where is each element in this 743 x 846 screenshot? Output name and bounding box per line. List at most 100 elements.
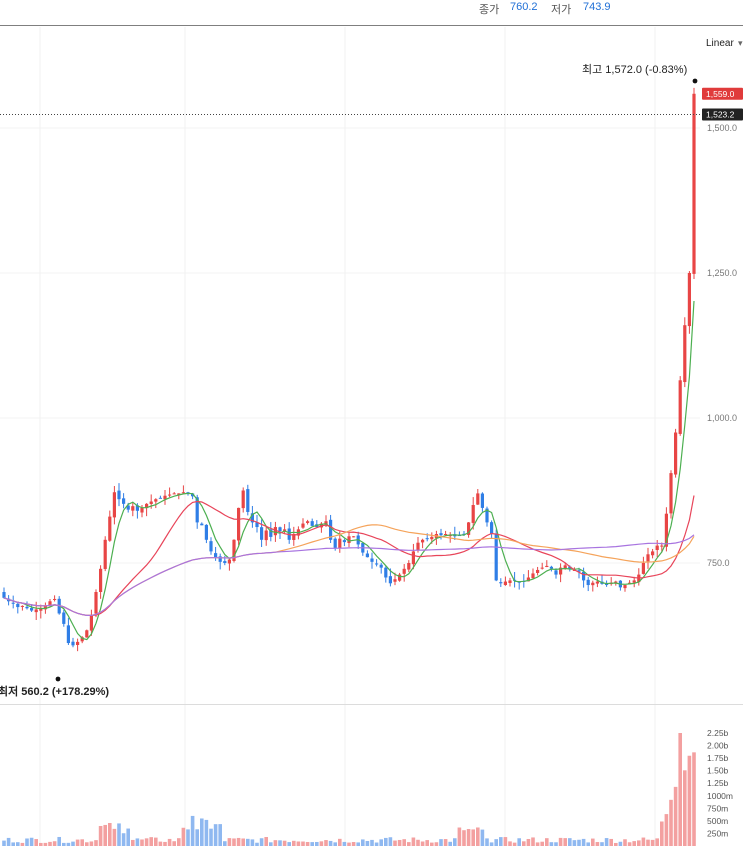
candle-body <box>411 551 415 565</box>
volume-bar <box>66 842 71 846</box>
candle-body <box>508 580 512 583</box>
volume-bar <box>177 838 181 846</box>
volume-axis-tick-label: 1.50b <box>707 766 729 776</box>
volume-pane-divider <box>0 704 743 705</box>
candle-body <box>25 606 29 609</box>
price-chart[interactable]: 1,500.0 1,250.0 1,000.0 750.0 1,559.0 1,523.2… <box>0 27 743 846</box>
candle-body <box>651 551 655 556</box>
volume-bar <box>85 842 89 846</box>
candle-body <box>577 570 581 572</box>
volume-bar <box>411 837 416 846</box>
candle-body <box>347 536 351 543</box>
candle-body <box>526 577 530 582</box>
volume-bar <box>416 839 420 846</box>
candle-body <box>126 505 130 510</box>
volume-axis-tick-label: 1.25b <box>707 778 729 788</box>
candle-body <box>85 630 89 638</box>
volume-bar <box>503 837 508 846</box>
volume-bar <box>57 836 61 846</box>
candle-body <box>388 576 392 584</box>
volume-bar <box>535 842 540 846</box>
volume-axis-tick-label: 1.75b <box>707 753 729 763</box>
volume-bar <box>664 814 669 846</box>
volume-bar <box>287 842 291 846</box>
volume-bar <box>319 841 324 846</box>
volume-bar <box>112 828 117 846</box>
volume-bar <box>126 828 130 846</box>
candle-body <box>338 538 342 549</box>
volume-bar <box>135 838 140 846</box>
candle-body <box>641 563 645 574</box>
volume-group <box>2 733 696 846</box>
volume-bar <box>568 838 572 846</box>
volume-bar <box>462 830 466 846</box>
volume-bar <box>342 841 347 846</box>
volume-bar <box>16 842 20 846</box>
close-price-value: 760.2 <box>510 1 538 13</box>
candle-body <box>278 527 282 532</box>
candle-body <box>241 490 245 509</box>
volume-bar <box>292 840 296 846</box>
volume-bar <box>485 838 489 846</box>
candle-body <box>485 508 489 523</box>
volume-bar <box>213 824 218 846</box>
candle-body <box>402 568 406 574</box>
candle-body <box>66 625 70 644</box>
low-price-label: 저가 <box>551 4 572 16</box>
candle-body <box>660 545 664 547</box>
volume-bar <box>80 839 84 846</box>
volume-bar <box>29 837 34 846</box>
volume-bar <box>476 827 480 846</box>
crosshair-price-value: 1,523.2 <box>706 110 735 120</box>
candle-body <box>545 565 549 568</box>
high-annotation: 최고 1,572.0 (-0.83%) <box>582 63 687 76</box>
volume-bar <box>328 840 333 846</box>
candle-body <box>490 522 494 534</box>
volume-bar <box>572 840 577 846</box>
volume-bar <box>434 842 439 846</box>
candle-body <box>333 538 337 548</box>
volume-bar <box>356 842 360 846</box>
candle-body <box>140 507 144 513</box>
volume-bar <box>627 842 632 846</box>
volume-bar <box>131 839 135 846</box>
chevron-down-icon[interactable]: ▾ <box>738 38 743 48</box>
candle-body <box>168 494 172 496</box>
candle-body <box>103 539 107 569</box>
volume-bar <box>144 838 149 846</box>
low-price-value: 743.9 <box>583 1 611 13</box>
volume-bar <box>554 842 558 846</box>
volume-bar <box>660 821 664 846</box>
volume-bar <box>250 839 255 846</box>
candle-body <box>283 529 287 531</box>
volume-bar <box>190 815 195 846</box>
candle-body <box>554 570 558 575</box>
candle-body <box>2 592 6 598</box>
candle-body <box>94 592 98 614</box>
volume-bar <box>531 837 535 846</box>
candle-body <box>467 522 471 535</box>
volume-bar <box>512 842 517 846</box>
volume-bar <box>241 838 245 846</box>
candle-body <box>531 573 535 579</box>
volume-bar <box>71 841 75 846</box>
candle-body <box>237 507 241 541</box>
candle-body <box>605 583 609 586</box>
volume-axis-tick-label: 1000m <box>707 791 733 801</box>
volume-bar <box>269 842 273 846</box>
candle-body <box>559 567 563 575</box>
candle-body <box>223 561 227 563</box>
scale-mode-selector[interactable]: Linear <box>706 38 734 49</box>
low-marker <box>55 676 61 682</box>
candle-body <box>687 273 691 327</box>
volume-bar <box>499 837 503 846</box>
candle-body <box>421 539 425 543</box>
candle-body <box>503 581 507 586</box>
candle-body <box>264 530 268 541</box>
candle-body <box>582 571 586 581</box>
candle-body <box>306 521 310 523</box>
volume-bar <box>296 841 301 846</box>
candle-body <box>62 612 66 624</box>
candle-body <box>476 493 480 505</box>
volume-bar <box>641 837 646 846</box>
